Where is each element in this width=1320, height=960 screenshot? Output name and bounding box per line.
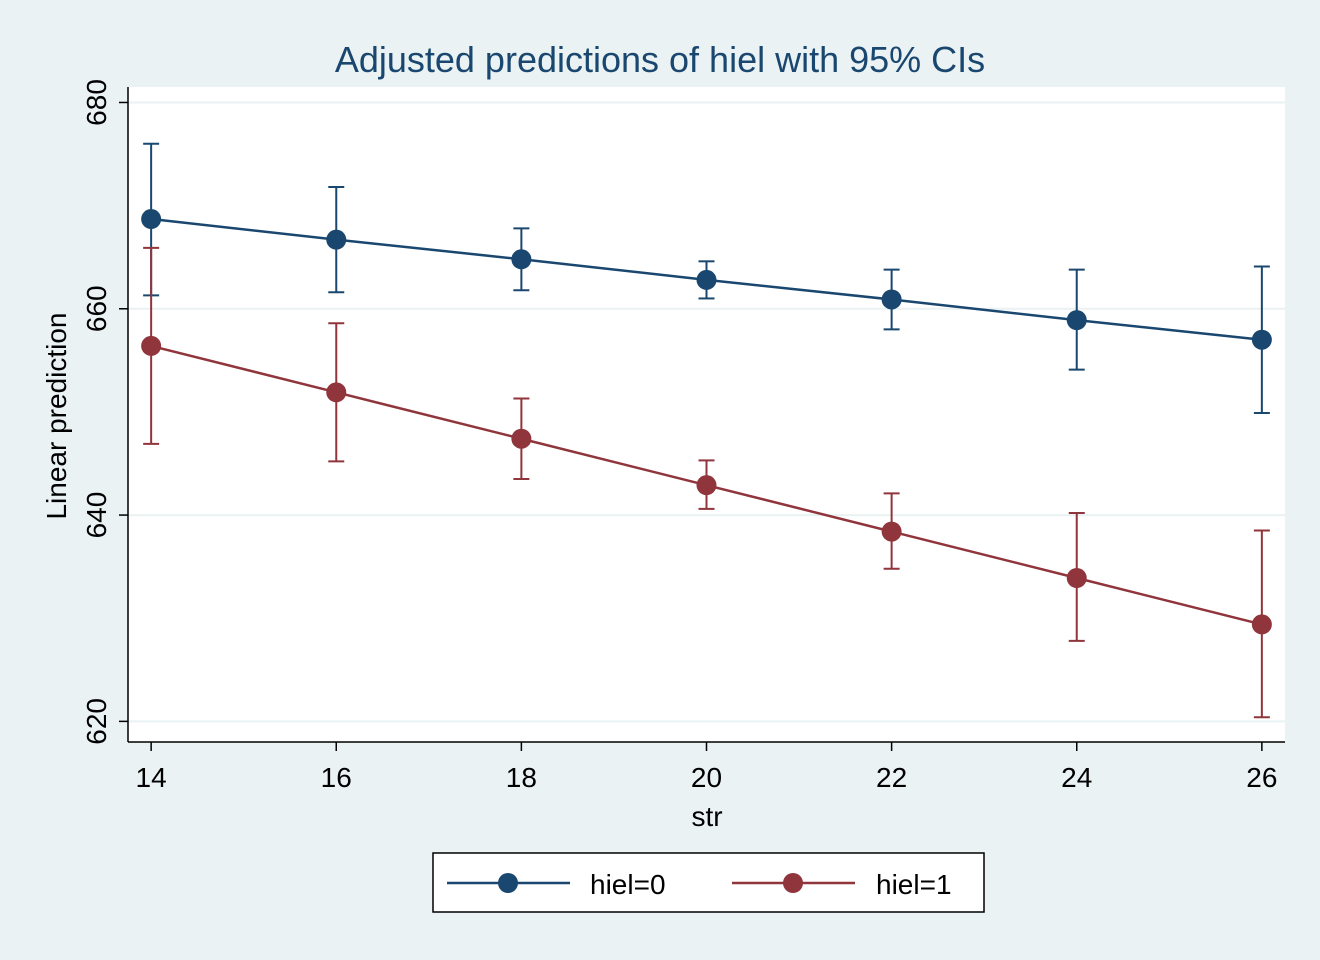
x-tick-label: 14 (136, 762, 167, 793)
x-tick-label: 26 (1246, 762, 1277, 793)
y-tick-label: 640 (81, 492, 112, 539)
data-point (141, 335, 162, 356)
data-point (881, 521, 902, 542)
y-tick-label: 660 (81, 285, 112, 332)
series-hiel-1 (141, 246, 1272, 719)
data-point (326, 229, 347, 250)
legend-label-hiel-0: hiel=0 (590, 869, 666, 900)
x-tick-label: 16 (321, 762, 352, 793)
x-tick-label: 18 (506, 762, 537, 793)
legend-label-hiel-1: hiel=1 (876, 869, 952, 900)
x-axis-label: str (691, 801, 722, 832)
x-tick-label: 20 (691, 762, 722, 793)
data-point (511, 249, 532, 270)
data-point (696, 475, 717, 496)
data-point (326, 382, 347, 403)
y-tick-label: 680 (81, 79, 112, 126)
data-point (141, 209, 162, 230)
y-tick-label: 620 (81, 698, 112, 745)
data-point (1066, 310, 1087, 331)
x-tick-label: 24 (1061, 762, 1092, 793)
data-point (1251, 329, 1272, 350)
series-hiel-0 (141, 142, 1272, 414)
plot-area (128, 87, 1285, 742)
chart-title: Adjusted predictions of hiel with 95% CI… (335, 39, 985, 80)
data-point (511, 428, 532, 449)
grid-lines (128, 101, 1285, 723)
legend-marker-hiel-1 (783, 873, 803, 893)
data-point (1251, 614, 1272, 635)
y-axis-label: Linear prediction (41, 312, 72, 519)
data-point (1066, 567, 1087, 588)
series-layer (141, 142, 1272, 719)
data-point (881, 289, 902, 310)
legend: hiel=0 hiel=1 (432, 852, 985, 913)
legend-marker-hiel-0 (498, 873, 518, 893)
data-point (696, 269, 717, 290)
x-tick-label: 22 (876, 762, 907, 793)
axis-ticks: 620 640 660 680 14 16 18 20 22 24 26 (81, 79, 1277, 793)
